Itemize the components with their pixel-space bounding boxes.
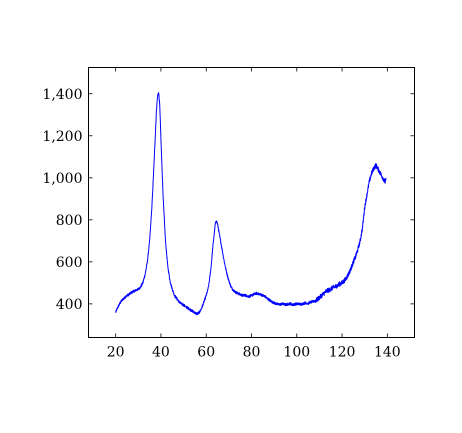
x-axis: 20 40 60 80 100 120 140 xyxy=(107,67,401,361)
y-tick-label: 400 xyxy=(56,297,83,313)
x-tick-label: 120 xyxy=(329,345,356,361)
x-tick-label: 60 xyxy=(197,345,215,361)
y-tick-label: 1,200 xyxy=(42,129,82,145)
x-tick-label: 80 xyxy=(243,345,261,361)
x-tick-label: 20 xyxy=(107,345,125,361)
y-axis: 400 600 800 1,000 1,200 1,400 xyxy=(42,87,415,313)
y-tick-label: 1,400 xyxy=(42,87,82,103)
y-tick-label: 600 xyxy=(56,255,83,271)
y-tick-label: 1,000 xyxy=(42,171,82,187)
x-tick-label: 100 xyxy=(283,345,310,361)
series-line xyxy=(115,92,387,316)
y-tick-label: 800 xyxy=(56,213,83,229)
series-group xyxy=(115,92,387,316)
x-tick-label: 140 xyxy=(374,345,401,361)
x-tick-label: 40 xyxy=(152,345,170,361)
